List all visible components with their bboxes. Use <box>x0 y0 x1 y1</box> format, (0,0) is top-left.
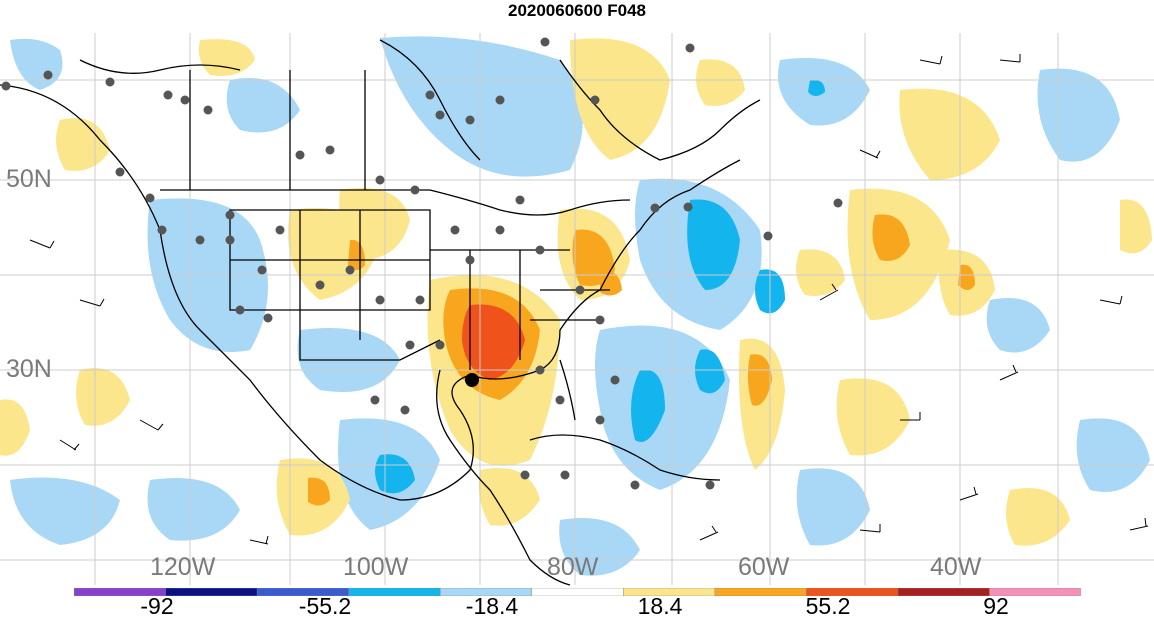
lat-label-30n: 30N <box>6 355 52 383</box>
highlight-station <box>465 373 479 387</box>
chart-title: 2020060600 F048 <box>507 1 647 20</box>
colorbar-segment <box>348 588 441 596</box>
lat-label-50n: 50N <box>6 165 52 193</box>
coastlines-and-borders <box>0 39 761 586</box>
lon-label-120w: 120W <box>150 553 216 581</box>
colorbar-label-pos92: 92 <box>983 593 1009 619</box>
colorbar-label-neg18: -18.4 <box>465 593 519 619</box>
wind-barbs <box>29 54 1149 545</box>
colorbar-segment <box>531 588 625 596</box>
colorbar-segment <box>165 588 258 596</box>
lon-label-80w: 80W <box>547 553 599 581</box>
observation-stations <box>1 37 843 490</box>
colorbar-label-neg92: -92 <box>140 593 174 619</box>
colorbar-label-neg55: -55.2 <box>298 593 352 619</box>
colorbar-label-pos55: 55.2 <box>805 593 851 619</box>
strong-negative-shading <box>375 79 825 494</box>
colorbar-label-pos18: 18.4 <box>637 593 683 619</box>
lon-label-60w: 60W <box>738 553 790 581</box>
colorbar-segment <box>989 588 1081 596</box>
colorbar <box>74 588 1081 596</box>
lon-label-40w: 40W <box>930 553 982 581</box>
colorbar-segment <box>714 588 808 596</box>
lon-label-100w: 100W <box>343 553 409 581</box>
extreme-positive-shading <box>462 304 525 380</box>
colorbar-segment <box>897 588 991 596</box>
graticule <box>0 33 1154 585</box>
